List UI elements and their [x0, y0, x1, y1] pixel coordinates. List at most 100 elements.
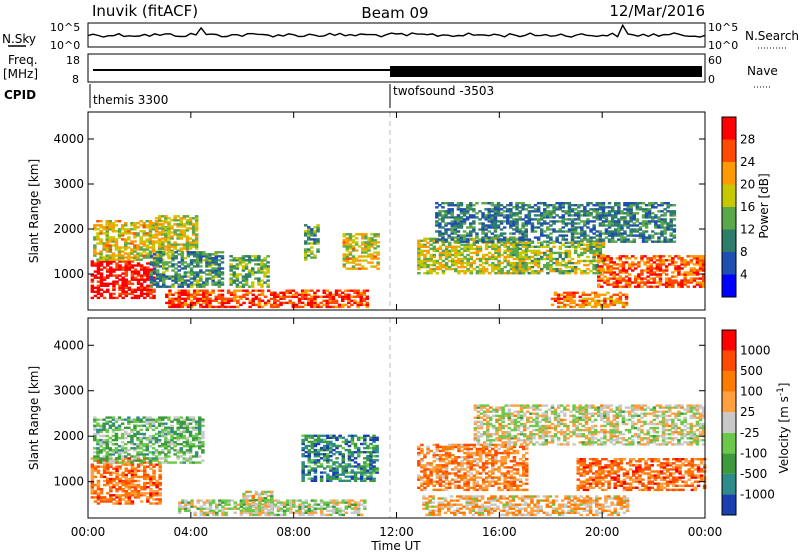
heatmap-cell [133, 232, 137, 235]
heatmap-cell [105, 434, 109, 438]
heatmap-cell [282, 513, 287, 517]
heatmap-cell [607, 230, 612, 233]
heatmap-cell [96, 270, 101, 273]
heatmap-cell [607, 240, 612, 243]
heatmap-cell [217, 295, 222, 298]
heatmap-cell [701, 255, 706, 258]
heatmap-cell [114, 426, 119, 429]
heatmap-cell [313, 507, 318, 510]
heatmap-cell [102, 228, 106, 231]
heatmap-cell [108, 453, 113, 456]
heatmap-cell [124, 286, 128, 289]
heatmap-cell [118, 479, 122, 483]
heatmap-cell [220, 289, 225, 292]
heatmap-cell [351, 265, 356, 268]
heatmap-cell [364, 235, 368, 238]
heatmap-cell [546, 243, 550, 246]
heatmap-cell [348, 237, 353, 240]
heatmap-cell [521, 251, 525, 255]
heatmap-cell [663, 236, 667, 239]
heatmap-cell [233, 501, 237, 504]
heatmap-cell [173, 430, 177, 434]
heatmap-cell [90, 286, 95, 289]
heatmap-cell [124, 418, 128, 421]
heatmap-cell [170, 441, 174, 444]
heatmap-cell [151, 248, 156, 251]
heatmap-cell [462, 236, 467, 239]
heatmap-cell [530, 265, 535, 269]
heatmap-cell [161, 237, 165, 240]
heatmap-cell [626, 220, 630, 223]
heatmap-cell [146, 278, 150, 281]
heatmap-cell [214, 281, 218, 284]
heatmap-cell [199, 285, 203, 288]
heatmap-cell [245, 503, 250, 506]
heatmap-cell [143, 278, 147, 281]
heatmap-cell [683, 281, 687, 284]
heatmap-cell [600, 285, 604, 288]
heatmap-cell [543, 245, 547, 248]
heatmap-cell [162, 281, 166, 284]
heatmap-cell [194, 229, 199, 232]
heatmap-cell [417, 261, 421, 265]
heatmap-cell [130, 490, 135, 493]
heatmap-cell [93, 416, 97, 419]
heatmap-cell [509, 216, 513, 219]
heatmap-cell [351, 255, 356, 258]
heatmap-cell [558, 261, 562, 265]
heatmap-cell [146, 473, 150, 477]
heatmap-cell [149, 296, 153, 300]
heatmap-cell [626, 226, 630, 229]
heatmap-cell [509, 212, 513, 215]
heatmap-cell [351, 245, 356, 248]
heatmap-cell [527, 249, 532, 253]
heatmap-cell [373, 241, 377, 244]
heatmap-cell [509, 261, 514, 265]
heatmap-cell [133, 296, 138, 300]
heatmap-cell [180, 289, 185, 292]
heatmap-cell [671, 275, 675, 278]
heatmap-cell [356, 509, 361, 512]
heatmap-cell [196, 253, 200, 256]
heatmap-cell [99, 490, 104, 493]
heatmap-cell [671, 285, 675, 288]
heatmap-cell [555, 202, 559, 205]
heatmap-cell [148, 441, 153, 444]
heatmap-cell [573, 249, 578, 253]
heatmap-cell [127, 459, 131, 462]
heatmap-cell [310, 252, 314, 255]
heatmap-cell [233, 297, 237, 300]
heatmap-cell [251, 289, 255, 292]
heatmap-cell [179, 426, 183, 429]
heatmap-cell [341, 305, 345, 309]
heatmap-cell [527, 265, 532, 269]
heatmap-cell [549, 204, 553, 207]
heatmap-cell [518, 238, 522, 241]
heatmap-cell [118, 500, 122, 503]
heatmap-cell [211, 269, 215, 272]
heatmap-cell [453, 236, 458, 239]
heatmap-cell [201, 441, 205, 444]
heatmap-cell [254, 289, 259, 292]
heatmap-cell [567, 269, 572, 273]
heatmap-cell [515, 230, 519, 233]
heatmap-cell [310, 511, 315, 514]
heatmap-cell [121, 276, 125, 279]
heatmap-cell [133, 240, 137, 243]
heatmap-cell [620, 228, 624, 231]
heatmap-cell [429, 253, 433, 257]
heatmap-cell [118, 467, 122, 470]
heatmap-cell [291, 293, 296, 296]
heatmap-cell [669, 218, 673, 221]
heatmap-cell [658, 283, 663, 286]
heatmap-cell [208, 291, 212, 294]
heatmap-cell [214, 257, 218, 260]
heatmap-cell [644, 210, 649, 213]
heatmap-cell [615, 281, 619, 284]
heatmap-cell [139, 488, 144, 491]
heatmap-cell [601, 220, 606, 223]
heatmap-cell [121, 473, 125, 477]
heatmap-cell [487, 218, 491, 221]
heatmap-cell [93, 420, 97, 423]
